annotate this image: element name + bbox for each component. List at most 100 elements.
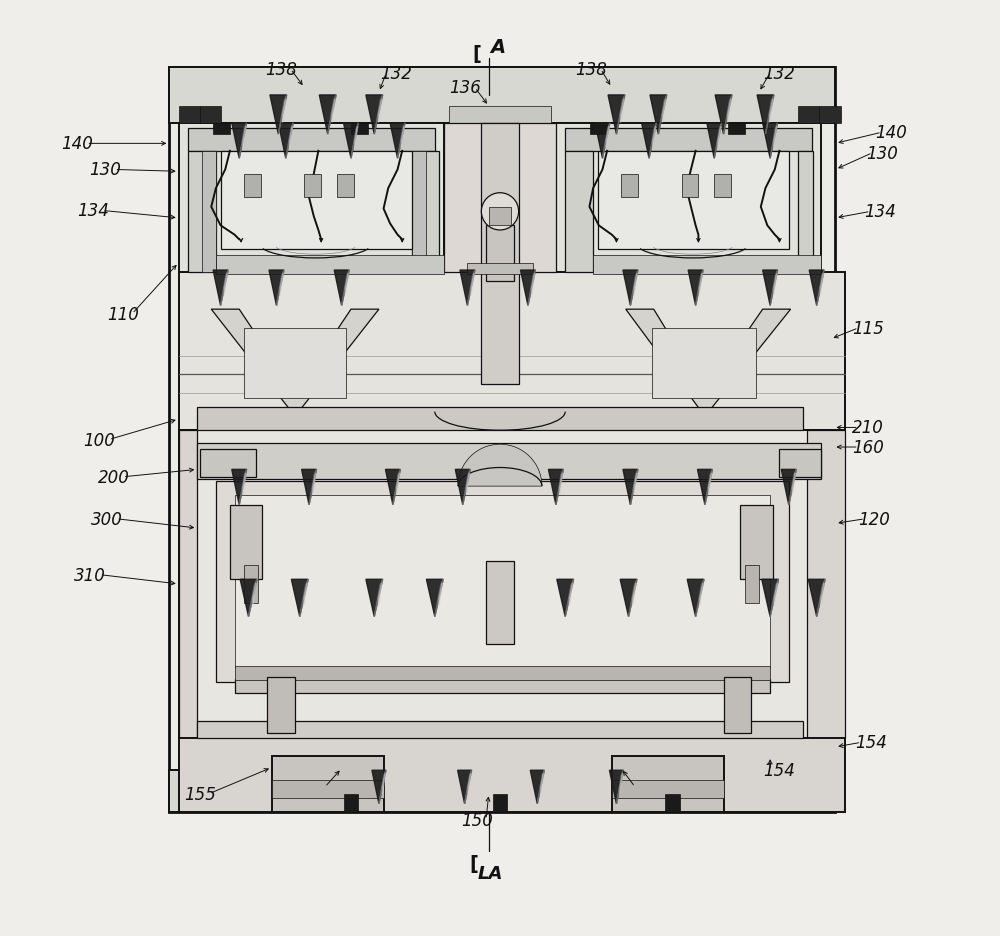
Polygon shape xyxy=(243,474,246,494)
Polygon shape xyxy=(789,470,796,505)
Polygon shape xyxy=(374,579,383,617)
Text: 115: 115 xyxy=(852,319,884,337)
Polygon shape xyxy=(715,95,732,135)
Polygon shape xyxy=(821,583,824,606)
Polygon shape xyxy=(466,474,469,494)
Polygon shape xyxy=(548,470,563,505)
Text: A: A xyxy=(491,38,506,57)
Polygon shape xyxy=(792,474,795,494)
Polygon shape xyxy=(699,274,702,296)
Polygon shape xyxy=(620,579,637,617)
Bar xyxy=(169,68,835,124)
Polygon shape xyxy=(467,271,475,306)
Bar xyxy=(449,107,551,124)
Polygon shape xyxy=(705,470,712,505)
Bar xyxy=(197,721,803,738)
Text: 155: 155 xyxy=(184,784,216,803)
Polygon shape xyxy=(270,95,287,135)
Text: 154: 154 xyxy=(855,734,887,752)
Polygon shape xyxy=(602,124,610,159)
Bar xyxy=(556,124,821,272)
Bar xyxy=(202,152,216,272)
Polygon shape xyxy=(366,579,383,617)
Polygon shape xyxy=(276,271,284,306)
Bar xyxy=(213,124,230,135)
Polygon shape xyxy=(728,100,731,124)
Polygon shape xyxy=(714,124,722,159)
Polygon shape xyxy=(696,579,704,617)
Text: 154: 154 xyxy=(763,761,795,780)
Polygon shape xyxy=(249,579,257,617)
Polygon shape xyxy=(374,95,383,135)
Polygon shape xyxy=(649,124,656,159)
Bar xyxy=(565,128,812,152)
Bar xyxy=(179,431,197,738)
Polygon shape xyxy=(240,579,257,617)
Bar xyxy=(481,124,519,385)
Polygon shape xyxy=(537,770,544,804)
Polygon shape xyxy=(460,271,475,306)
Bar xyxy=(179,431,845,738)
Polygon shape xyxy=(763,124,778,159)
Polygon shape xyxy=(334,271,349,306)
Text: 140: 140 xyxy=(61,135,93,154)
Bar xyxy=(745,565,759,603)
Polygon shape xyxy=(696,271,703,306)
Polygon shape xyxy=(390,124,405,159)
Bar xyxy=(682,175,698,198)
Polygon shape xyxy=(280,274,283,296)
Polygon shape xyxy=(319,95,336,135)
Polygon shape xyxy=(765,95,774,135)
Polygon shape xyxy=(629,579,637,617)
Polygon shape xyxy=(530,770,544,804)
Polygon shape xyxy=(468,774,471,794)
Text: 210: 210 xyxy=(852,419,884,437)
Text: 120: 120 xyxy=(859,510,890,528)
Polygon shape xyxy=(724,95,732,135)
Polygon shape xyxy=(278,124,293,159)
Text: 132: 132 xyxy=(380,65,412,82)
Polygon shape xyxy=(700,583,703,606)
Polygon shape xyxy=(309,470,317,505)
Polygon shape xyxy=(351,124,358,159)
Bar xyxy=(665,794,680,812)
Polygon shape xyxy=(463,470,470,505)
Bar xyxy=(200,449,256,477)
Polygon shape xyxy=(630,271,638,306)
Polygon shape xyxy=(232,470,247,505)
Polygon shape xyxy=(688,271,703,306)
Bar xyxy=(272,780,384,798)
Bar xyxy=(235,496,770,668)
Polygon shape xyxy=(532,274,535,296)
Bar xyxy=(598,152,789,249)
Polygon shape xyxy=(569,583,573,606)
Polygon shape xyxy=(397,474,400,494)
Polygon shape xyxy=(634,274,637,296)
Bar xyxy=(244,329,346,398)
Polygon shape xyxy=(278,95,287,135)
Polygon shape xyxy=(213,271,228,306)
Polygon shape xyxy=(770,579,779,617)
Polygon shape xyxy=(328,95,336,135)
Polygon shape xyxy=(595,124,610,159)
Polygon shape xyxy=(269,271,284,306)
Bar xyxy=(179,272,845,431)
Text: 130: 130 xyxy=(866,144,898,163)
Bar xyxy=(188,152,216,272)
Text: 130: 130 xyxy=(89,161,121,180)
Polygon shape xyxy=(224,274,227,296)
Polygon shape xyxy=(623,271,638,306)
Polygon shape xyxy=(385,470,400,505)
Polygon shape xyxy=(253,583,256,606)
Polygon shape xyxy=(808,579,825,617)
Polygon shape xyxy=(774,274,777,296)
Polygon shape xyxy=(528,271,535,306)
Bar xyxy=(612,756,724,812)
Bar xyxy=(489,208,511,227)
Text: 300: 300 xyxy=(91,510,123,528)
Polygon shape xyxy=(291,579,308,617)
Polygon shape xyxy=(763,271,778,306)
Text: 138: 138 xyxy=(575,61,607,79)
Bar xyxy=(272,756,384,812)
Text: 140: 140 xyxy=(875,124,907,142)
